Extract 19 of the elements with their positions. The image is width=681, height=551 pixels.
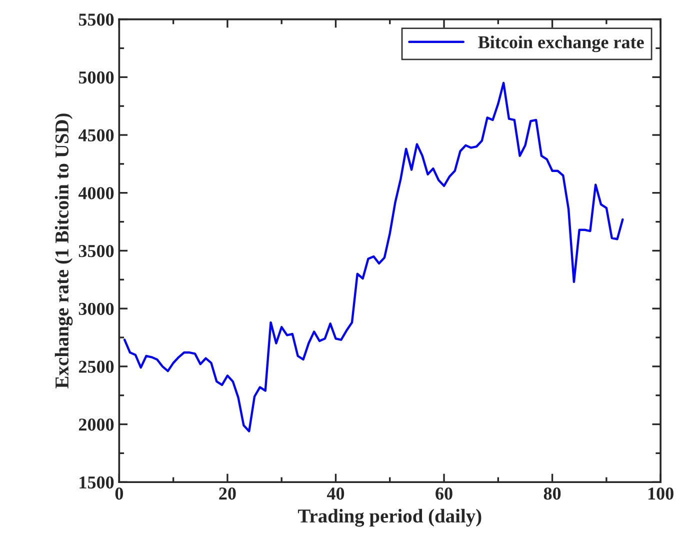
x-tick-label: 40 (326, 488, 344, 500)
x-axis-title: Trading period (daily) (298, 508, 482, 527)
y-tick-label: 2000 (78, 418, 114, 431)
x-tick-label: 80 (544, 488, 561, 500)
y-tick-label: 3500 (78, 244, 114, 258)
x-tick-label: 60 (436, 488, 452, 500)
x-tick-label: 20 (219, 488, 236, 500)
y-tick-label: 2500 (78, 360, 114, 373)
y-tick-label: 3000 (78, 302, 114, 315)
y-tick-label: 4500 (78, 129, 114, 142)
y-tick-label: 4000 (78, 187, 114, 200)
y-tick-label: 5500 (78, 14, 114, 26)
y-tick-label: 1500 (80, 476, 114, 489)
legend-label: Bitcoin exchange rate (478, 36, 644, 52)
y-tick-label: 5000 (78, 71, 114, 84)
x-tick-label: 0 (115, 488, 123, 500)
y-axis-title: Exchange rate (1 Bitcoin to USD) (54, 114, 73, 388)
line-series (123, 82, 624, 432)
x-tick-label: 100 (648, 488, 674, 500)
